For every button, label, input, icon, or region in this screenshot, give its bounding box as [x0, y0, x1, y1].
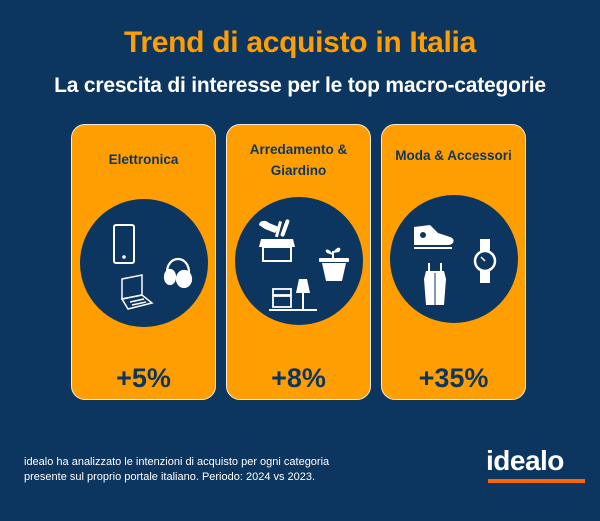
category-card-elettronica: Elettronica +5% — [71, 124, 216, 400]
wristwatch-icon — [473, 239, 497, 283]
category-card-arredamento-giardino: Arredamento & Giardino — [226, 124, 371, 400]
methodology-note: idealo ha analizzato le intenzioni di ac… — [24, 455, 344, 485]
plant-pot-icon — [319, 247, 349, 281]
card-label-line: Arredamento & — [249, 142, 348, 157]
card-label-line: Elettronica — [108, 152, 179, 167]
growth-value: +5% — [116, 363, 171, 393]
page-subtitle: La crescita di interesse per le top macr… — [54, 74, 546, 97]
logo-underline — [488, 479, 585, 483]
icon-circle — [390, 195, 518, 323]
methodology-note-line: idealo ha analizzato le intenzioni di ac… — [24, 456, 330, 468]
page-title: Trend di acquisto in Italia — [124, 26, 476, 59]
icon-circle — [80, 199, 208, 327]
card-label-line: Giardino — [270, 163, 327, 178]
card-label: Elettronica — [72, 149, 215, 170]
toolbox-icon — [259, 219, 295, 262]
card-label: Arredamento & Giardino — [227, 139, 370, 181]
furniture-lamp-icon — [269, 279, 317, 311]
smartphone-icon — [113, 224, 135, 264]
category-card-moda-accessori: Moda & Accessori — [381, 124, 526, 400]
icon-circle — [235, 197, 363, 325]
card-label-line: Moda & Accessori — [395, 148, 512, 163]
card-label: Moda & Accessori — [382, 145, 525, 166]
sneaker-icon — [414, 225, 454, 249]
headphones-icon — [163, 258, 193, 289]
laptop-icon — [120, 274, 154, 310]
dress-icon — [424, 263, 446, 305]
growth-value: +8% — [271, 363, 326, 393]
growth-value: +35% — [418, 363, 489, 393]
logo-text: idealo — [486, 445, 564, 476]
idealo-logo: idealo — [486, 446, 586, 483]
methodology-note-line: presente sul proprio portale italiano. P… — [24, 471, 316, 483]
